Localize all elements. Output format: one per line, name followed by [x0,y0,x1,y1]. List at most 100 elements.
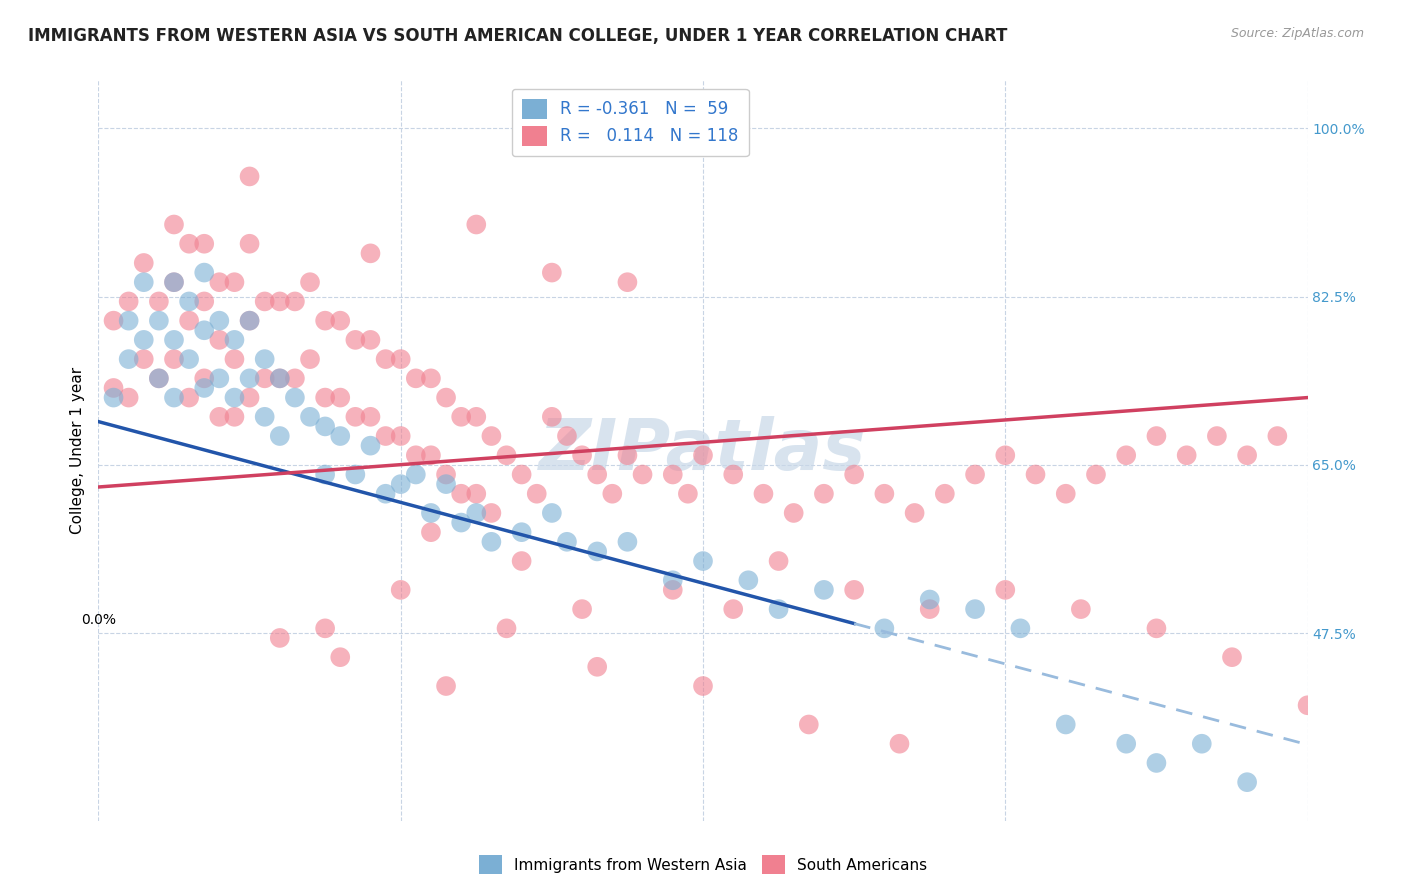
Point [1115,448,1137,462]
Point [360,333,382,347]
Point [1144,756,1167,770]
Point [768,554,790,568]
Point [616,448,638,462]
Point [314,313,336,327]
Point [1236,448,1258,462]
Point [329,313,352,327]
Point [783,506,806,520]
Point [405,371,427,385]
Point [163,218,186,232]
Point [1175,448,1198,462]
Point [299,352,322,367]
Point [374,487,396,501]
Point [723,467,745,482]
Point [208,371,231,385]
Point [360,439,382,453]
Point [269,371,291,385]
Point [179,313,201,327]
Point [269,371,291,385]
Point [253,294,276,309]
Point [163,333,186,347]
Text: Source: ZipAtlas.com: Source: ZipAtlas.com [1230,27,1364,40]
Point [813,487,835,501]
Point [163,352,186,367]
Point [284,371,307,385]
Point [239,169,262,184]
Point [132,256,155,270]
Point [450,487,472,501]
Point [616,275,638,289]
Point [661,574,683,588]
Point [768,602,790,616]
Point [752,487,775,501]
Point [904,506,927,520]
Point [224,352,246,367]
Point [208,313,231,327]
Point [163,275,186,289]
Point [965,467,987,482]
Point [994,448,1017,462]
Point [465,409,488,424]
Point [329,650,352,665]
Text: 0.0%: 0.0% [82,614,115,627]
Point [420,506,443,520]
Point [692,554,714,568]
Point [844,467,866,482]
Point [420,448,443,462]
Point [420,371,443,385]
Point [148,313,170,327]
Point [481,429,503,443]
Point [224,333,246,347]
Point [239,391,262,405]
Point [994,582,1017,597]
Y-axis label: College, Under 1 year: College, Under 1 year [70,367,86,534]
Point [253,409,276,424]
Point [495,448,517,462]
Point [405,467,427,482]
Point [1010,621,1032,635]
Point [1220,650,1243,665]
Point [450,409,472,424]
Point [889,737,911,751]
Point [723,602,745,616]
Point [389,582,412,597]
Point [314,419,336,434]
Text: IMMIGRANTS FROM WESTERN ASIA VS SOUTH AMERICAN COLLEGE, UNDER 1 YEAR CORRELATION: IMMIGRANTS FROM WESTERN ASIA VS SOUTH AM… [28,27,1008,45]
Point [374,429,396,443]
Point [1144,621,1167,635]
Point [737,574,759,588]
Point [193,323,215,337]
Point [661,467,683,482]
Point [586,467,609,482]
Point [163,391,186,405]
Point [103,313,125,327]
Point [148,371,170,385]
Legend: Immigrants from Western Asia, South Americans: Immigrants from Western Asia, South Amer… [472,849,934,880]
Point [434,467,457,482]
Point [148,294,170,309]
Point [631,467,654,482]
Point [284,391,307,405]
Point [465,218,488,232]
Point [918,602,941,616]
Text: ZIPatlas: ZIPatlas [540,416,866,485]
Point [873,487,896,501]
Point [329,429,352,443]
Point [571,602,593,616]
Point [179,352,201,367]
Point [269,631,291,645]
Point [481,534,503,549]
Point [239,313,262,327]
Point [224,275,246,289]
Point [208,275,231,289]
Point [193,266,215,280]
Point [1236,775,1258,789]
Point [465,487,488,501]
Point [1054,487,1077,501]
Point [314,467,336,482]
Point [405,448,427,462]
Point [918,592,941,607]
Point [239,371,262,385]
Point [329,391,352,405]
Point [450,516,472,530]
